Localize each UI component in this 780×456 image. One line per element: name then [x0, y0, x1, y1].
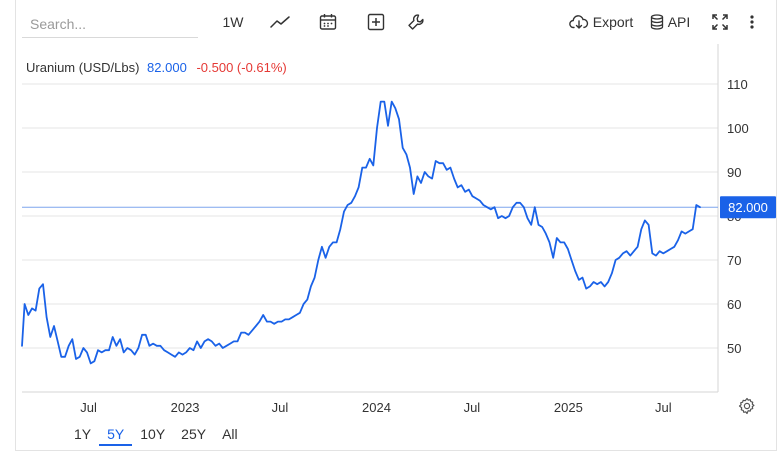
x-tick-label: 2023 [171, 400, 200, 415]
cloud-download-icon [568, 14, 589, 30]
settings-gear-icon[interactable] [738, 397, 756, 415]
more-options-icon[interactable] [742, 10, 762, 34]
period-all[interactable]: All [222, 426, 238, 442]
y-tick-label: 50 [727, 341, 741, 356]
database-icon [650, 14, 664, 30]
fullscreen-icon[interactable] [708, 10, 732, 34]
api-button[interactable]: API [648, 10, 692, 34]
line-chart-icon[interactable] [268, 10, 292, 34]
price-change: -0.500 (-0.61%) [196, 60, 287, 75]
instrument-name: Uranium (USD/Lbs) [26, 60, 140, 75]
x-tick-label: Jul [80, 400, 97, 415]
interval-button[interactable]: 1W [222, 14, 244, 30]
calendar-icon[interactable] [316, 10, 340, 34]
chart-frame [15, 0, 777, 451]
chart-legend: Uranium (USD/Lbs) 82.000 -0.500 (-0.61%) [26, 60, 287, 75]
add-indicator-icon[interactable] [364, 10, 388, 34]
toolbar: 1W Export API [0, 0, 780, 44]
period-25y[interactable]: 25Y [181, 426, 207, 442]
search-input[interactable] [22, 10, 198, 38]
price-series-line [21, 100, 701, 365]
last-price-badge [720, 196, 776, 219]
export-button[interactable]: Export [566, 10, 636, 34]
y-tick-label: 110 [727, 77, 748, 92]
y-tick-label: 60 [727, 297, 741, 312]
x-tick-label: Jul [464, 400, 481, 415]
x-tick-label: 2025 [554, 400, 583, 415]
export-label: Export [592, 14, 634, 30]
x-tick-label: Jul [272, 400, 289, 415]
y-tick-label: 70 [727, 253, 741, 268]
api-label: API [667, 14, 691, 30]
period-1y[interactable]: 1Y [74, 426, 92, 442]
x-tick-label: 2024 [362, 400, 391, 415]
wrench-icon[interactable] [404, 10, 428, 34]
price-chart[interactable]: 5060708090100110Jul2023Jul2024Jul2025Jul… [0, 0, 780, 420]
current-price: 82.000 [147, 60, 187, 75]
y-tick-label: 100 [727, 121, 749, 136]
period-selector: 1Y 5Y 10Y 25Y All [66, 424, 246, 446]
y-tick-label: 90 [727, 165, 741, 180]
last-price-label: 82.000 [728, 200, 768, 215]
x-tick-label: Jul [655, 400, 672, 415]
period-5y[interactable]: 5Y [99, 424, 133, 446]
period-10y[interactable]: 10Y [140, 426, 166, 442]
